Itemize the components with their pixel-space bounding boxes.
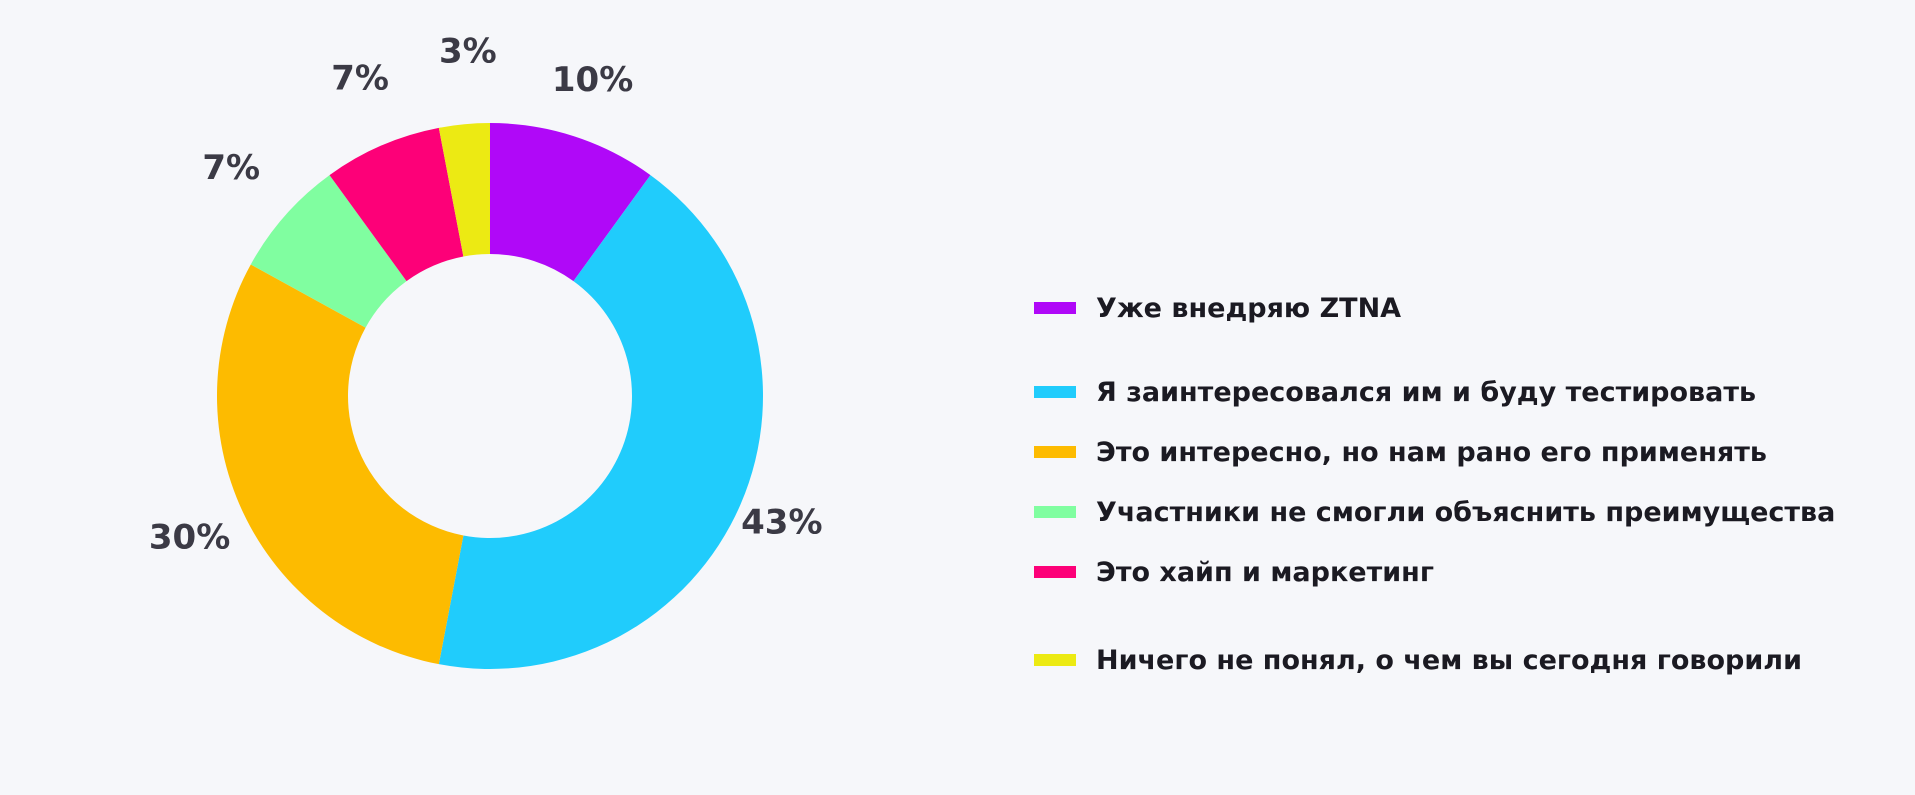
legend-item: Я заинтересовался им и буду тестировать <box>1034 372 1756 412</box>
legend-swatch <box>1034 566 1076 578</box>
legend-swatch <box>1034 506 1076 518</box>
legend-swatch <box>1034 302 1076 314</box>
percent-label-2: 43% <box>741 502 822 542</box>
donut-slices <box>216 123 763 670</box>
donut-slice-4 <box>250 175 407 328</box>
legend-label: Ничего не понял, о чем вы сегодня говори… <box>1096 644 1802 676</box>
legend-swatch <box>1034 386 1076 398</box>
donut-slice-6 <box>438 123 490 257</box>
legend-label: Уже внедряю ZTNA <box>1096 292 1402 324</box>
legend-item: Это хайп и маркетинг <box>1034 552 1434 592</box>
percent-labels: 10% 43% 30% 7% 7% 3% <box>149 32 823 558</box>
legend-label: Я заинтересовался им и буду тестировать <box>1096 376 1757 408</box>
legend-swatch <box>1034 654 1076 666</box>
percent-label-1: 10% <box>552 60 633 100</box>
percent-label-3: 30% <box>149 517 230 557</box>
legend-item: Ничего не понял, о чем вы сегодня говори… <box>1034 640 1802 680</box>
donut-slice-3 <box>216 264 464 665</box>
donut-slice-1 <box>490 123 651 282</box>
legend-label: Это интересно, но нам рано его применять <box>1096 436 1767 468</box>
donut-slice-5 <box>329 127 464 282</box>
legend-label: Это хайп и маркетинг <box>1096 556 1434 588</box>
legend-item: Уже внедряю ZTNA <box>1034 288 1401 328</box>
legend-item: Участники не смогли объяснить преимущест… <box>1034 492 1835 532</box>
donut-slice-2 <box>438 175 763 670</box>
percent-label-5: 7% <box>331 59 389 99</box>
legend-swatch <box>1034 446 1076 458</box>
legend: Уже внедряю ZTNA Я заинтересовался им и б… <box>1034 0 1894 795</box>
percent-label-6: 3% <box>439 32 497 72</box>
legend-item: Это интересно, но нам рано его применять <box>1034 432 1767 472</box>
legend-label: Участники не смогли объяснить преимущест… <box>1096 496 1836 528</box>
percent-label-4: 7% <box>202 148 260 188</box>
